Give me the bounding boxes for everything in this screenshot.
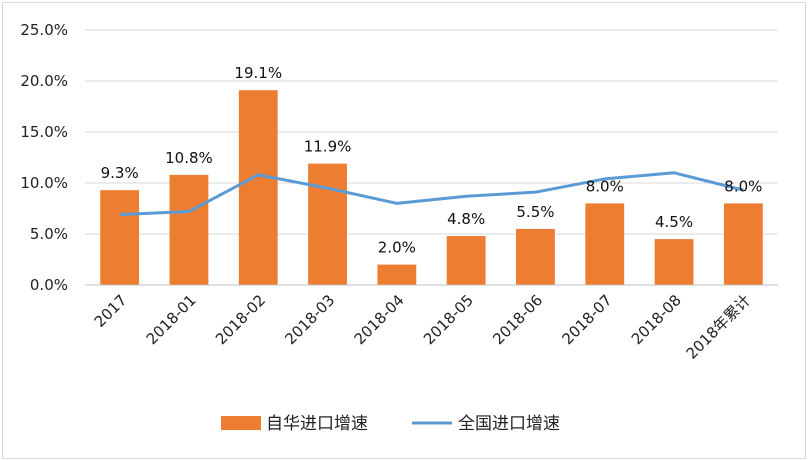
data-labels: 9.3% 10.8% 19.1% 11.9% 2.0% 4.8% 5.5% 8.0% 4.5% 8… bbox=[101, 64, 763, 256]
y-axis-ticks: 0.0% 5.0% 10.0% 15.0% 20.0% 25.0% bbox=[20, 21, 68, 294]
bar bbox=[238, 90, 278, 286]
y-tick-label: 20.0% bbox=[20, 72, 68, 90]
x-tick-label: 2017 bbox=[91, 291, 131, 331]
bar-data-label: 2.0% bbox=[378, 239, 416, 257]
x-tick-label: 2018-06 bbox=[489, 291, 546, 348]
bar-data-label: 4.8% bbox=[447, 210, 485, 228]
legend-line-label: 全国进口增速 bbox=[458, 414, 560, 434]
bar bbox=[585, 203, 625, 285]
bar bbox=[169, 174, 209, 285]
legend-bar-label: 自华进口增速 bbox=[266, 414, 368, 434]
bar bbox=[308, 163, 347, 285]
bar bbox=[516, 228, 555, 285]
bar-data-label: 9.3% bbox=[101, 164, 139, 182]
bar-data-label: 5.5% bbox=[516, 203, 554, 221]
x-tick-label: 2018-08 bbox=[628, 291, 685, 348]
x-tick-label: 2018-01 bbox=[143, 291, 200, 348]
bar bbox=[654, 239, 694, 285]
y-tick-label: 10.0% bbox=[20, 174, 68, 192]
y-tick-label: 5.0% bbox=[30, 225, 68, 243]
x-axis-ticks: 2017 2018-01 2018-02 2018-03 2018-04 2018-05 2… bbox=[91, 291, 754, 363]
bars bbox=[100, 90, 763, 286]
legend-bar-swatch bbox=[221, 416, 261, 430]
x-tick-label: 2018-07 bbox=[559, 291, 616, 348]
x-tick-label: 2018年累计 bbox=[683, 291, 755, 363]
bar bbox=[446, 236, 486, 285]
bar bbox=[377, 264, 417, 285]
legend: 自华进口增速 全国进口增速 bbox=[221, 414, 560, 434]
bar-data-label: 19.1% bbox=[234, 64, 282, 82]
line-path bbox=[119, 171, 744, 217]
bar bbox=[723, 203, 763, 285]
y-tick-label: 25.0% bbox=[20, 21, 68, 39]
x-tick-label: 2018-05 bbox=[420, 291, 477, 348]
x-tick-label: 2018-03 bbox=[281, 291, 338, 348]
bar-data-label: 4.5% bbox=[655, 213, 693, 231]
y-tick-label: 0.0% bbox=[30, 276, 68, 294]
bar-data-label: 11.9% bbox=[304, 138, 352, 156]
x-tick-label: 2018-04 bbox=[351, 291, 408, 348]
bar-data-label: 8.0% bbox=[724, 177, 762, 195]
y-tick-label: 15.0% bbox=[20, 123, 68, 141]
bar bbox=[100, 190, 140, 285]
x-tick-label: 2018-02 bbox=[212, 291, 269, 348]
bar-data-label: 8.0% bbox=[586, 177, 624, 195]
bar-data-label: 10.8% bbox=[165, 149, 213, 167]
line-series bbox=[119, 171, 744, 217]
